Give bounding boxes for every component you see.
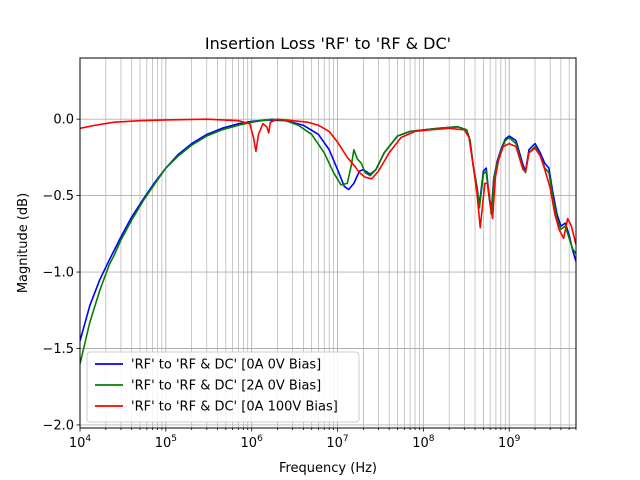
x-tick-label: 104 xyxy=(69,434,92,451)
legend-label-3: 'RF' to 'RF & DC' [0A 100V Bias] xyxy=(131,400,338,415)
legend-label-1: 'RF' to 'RF & DC' [0A 0V Bias] xyxy=(131,358,321,373)
x-tick-label: 108 xyxy=(412,434,435,451)
x-axis-label: Frequency (Hz) xyxy=(279,461,377,476)
series-line-2 xyxy=(80,118,576,364)
x-tick-label: 109 xyxy=(498,434,521,451)
x-tick-label: 106 xyxy=(241,434,264,451)
y-tick-label: −0.5 xyxy=(42,189,74,204)
y-tick-label: 0.0 xyxy=(53,113,74,128)
series-line-3 xyxy=(80,118,576,245)
x-tick-label: 107 xyxy=(326,434,348,451)
y-axis-label: Magnitude (dB) xyxy=(16,193,31,293)
y-tick-label: −2.0 xyxy=(42,418,74,433)
legend: 'RF' to 'RF & DC' [0A 0V Bias] 'RF' to 'R… xyxy=(86,351,360,423)
chart-title: Insertion Loss 'RF' to 'RF & DC' xyxy=(205,34,451,53)
x-tick-label: 105 xyxy=(155,434,177,451)
y-tick-label: −1.5 xyxy=(42,342,74,357)
legend-box xyxy=(86,351,360,423)
series-lines xyxy=(80,118,576,364)
y-tick-label: −1.0 xyxy=(42,266,74,281)
legend-label-2: 'RF' to 'RF & DC' [2A 0V Bias] xyxy=(131,379,321,394)
plot-frame xyxy=(79,57,577,429)
